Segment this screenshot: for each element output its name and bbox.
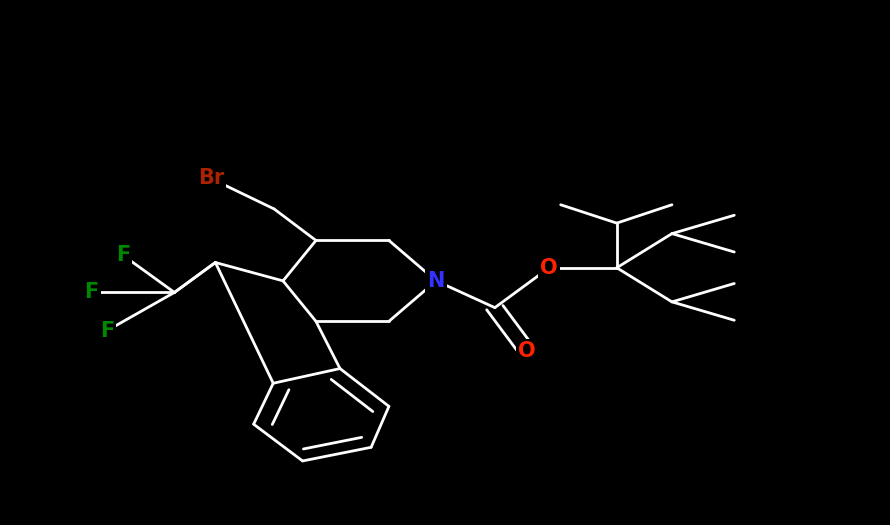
Text: O: O	[518, 341, 536, 361]
Text: F: F	[116, 245, 130, 265]
Text: N: N	[427, 271, 445, 291]
Text: Br: Br	[198, 169, 224, 188]
Text: O: O	[540, 258, 558, 278]
Text: F: F	[100, 321, 114, 341]
Text: F: F	[85, 282, 99, 302]
